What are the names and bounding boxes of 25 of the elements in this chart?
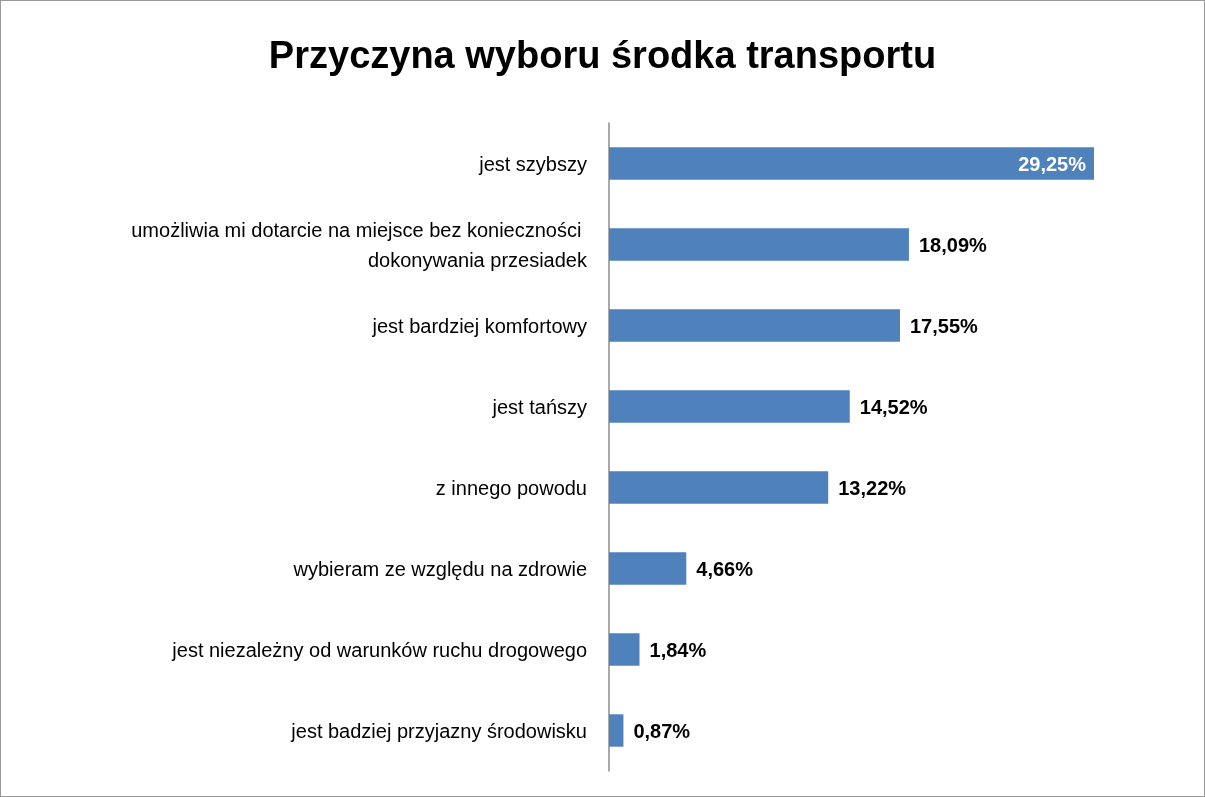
y-tick-label: jest niezależny od warunków ruchu drogowego xyxy=(171,638,587,661)
bar xyxy=(609,552,687,585)
data-label: 0,87% xyxy=(633,719,691,742)
bar xyxy=(609,471,829,504)
y-tick-label: umożliwia mi dotarcie na miejsce bez konieczności dokonywania przesiadek xyxy=(131,218,588,271)
bar xyxy=(609,714,624,747)
data-label: 4,66% xyxy=(696,557,754,580)
bar xyxy=(609,228,909,261)
bar xyxy=(609,147,1094,180)
y-tick-label: jest tańszy xyxy=(491,395,587,418)
bar xyxy=(609,390,850,423)
data-label: 14,52% xyxy=(859,395,928,418)
data-label: 18,09% xyxy=(918,233,987,256)
bar xyxy=(609,309,900,342)
data-label: 17,55% xyxy=(910,314,979,337)
data-label: 1,84% xyxy=(649,638,707,661)
y-tick-label: z innego powodu xyxy=(435,476,587,499)
y-tick-label: wybieram ze względu na zdrowie xyxy=(292,557,587,580)
y-tick-label: jest szybszy xyxy=(478,152,587,175)
y-tick-label: jest badziej przyjazny środowisku xyxy=(290,719,587,742)
chart-title: Przyczyna wyboru środka transportu xyxy=(268,34,937,76)
y-tick-label: jest bardziej komfortowy xyxy=(371,314,587,337)
data-label: 29,25% xyxy=(1018,152,1087,175)
bar xyxy=(609,633,640,666)
data-label: 13,22% xyxy=(838,476,907,499)
